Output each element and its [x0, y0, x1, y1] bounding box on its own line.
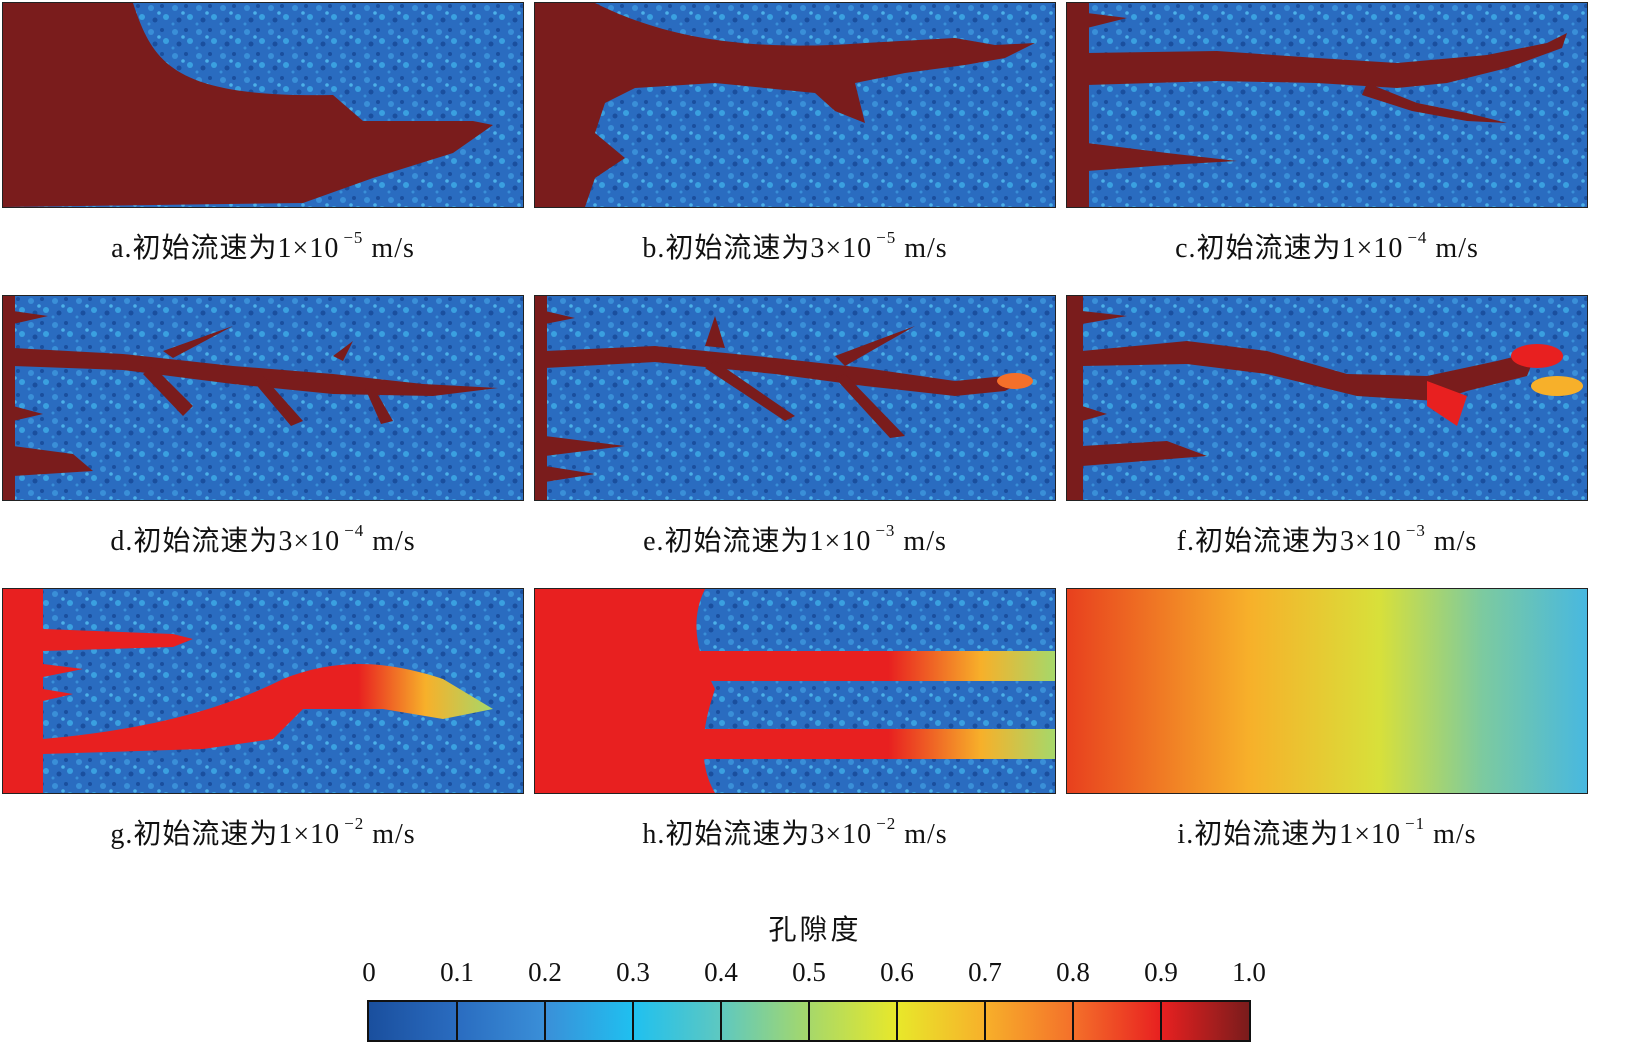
colorbar-tick-label: 0.8 [1056, 957, 1090, 987]
colorbar-gradient [369, 1002, 1249, 1040]
colorbar-tick-label: 0.7 [968, 957, 1002, 987]
colorbar [367, 1000, 1251, 1042]
caption-f: f.初始流速为3×10 −3 m/s [1176, 520, 1478, 557]
colorbar-tick-label: 1.0 [1232, 957, 1266, 987]
caption-g: g.初始流速为1×10 −2 m/s [110, 813, 416, 850]
porosity-map-c [1067, 3, 1587, 207]
porosity-map-d [3, 296, 523, 500]
colorbar-tick-label: 0.2 [528, 957, 562, 987]
porosity-map-g [3, 589, 523, 793]
panel-h [534, 588, 1056, 794]
porosity-map-e [535, 296, 1055, 500]
panel-c [1066, 2, 1588, 208]
porosity-map-b [535, 3, 1055, 207]
porosity-map-h [535, 589, 1055, 793]
colorbar-tick-label: 0.9 [1144, 957, 1178, 987]
panel-b [534, 2, 1056, 208]
colorbar-tick-label: 0.1 [440, 957, 474, 987]
colorbar-title: 孔隙度 [768, 915, 862, 946]
panel-d [2, 295, 524, 501]
colorbar-tick-label: 0.6 [880, 957, 914, 987]
caption-e: e.初始流速为1×10 −3 m/s [643, 520, 947, 557]
panel-g [2, 588, 524, 794]
caption-a: a.初始流速为1×10 −5 m/s [111, 227, 415, 264]
colorbar-tick-label: 0 [362, 957, 376, 987]
caption-h: h.初始流速为3×10 −2 m/s [642, 813, 948, 850]
caption-d: d.初始流速为3×10 −4 m/s [110, 520, 416, 557]
colorbar-tick-label: 0.5 [792, 957, 826, 987]
porosity-map-f [1067, 296, 1587, 500]
panel-e [534, 295, 1056, 501]
caption-c: c.初始流速为1×10 −4 m/s [1175, 227, 1479, 264]
panel-i [1066, 588, 1588, 794]
porosity-map-i [1067, 589, 1587, 793]
porosity-map-a [3, 3, 523, 207]
colorbar-tick-label: 0.3 [616, 957, 650, 987]
caption-b: b.初始流速为3×10 −5 m/s [642, 227, 948, 264]
panel-f [1066, 295, 1588, 501]
panel-a [2, 2, 524, 208]
colorbar-tick-label: 0.4 [704, 957, 738, 987]
caption-i: i.初始流速为1×10 −1 m/s [1177, 813, 1477, 850]
